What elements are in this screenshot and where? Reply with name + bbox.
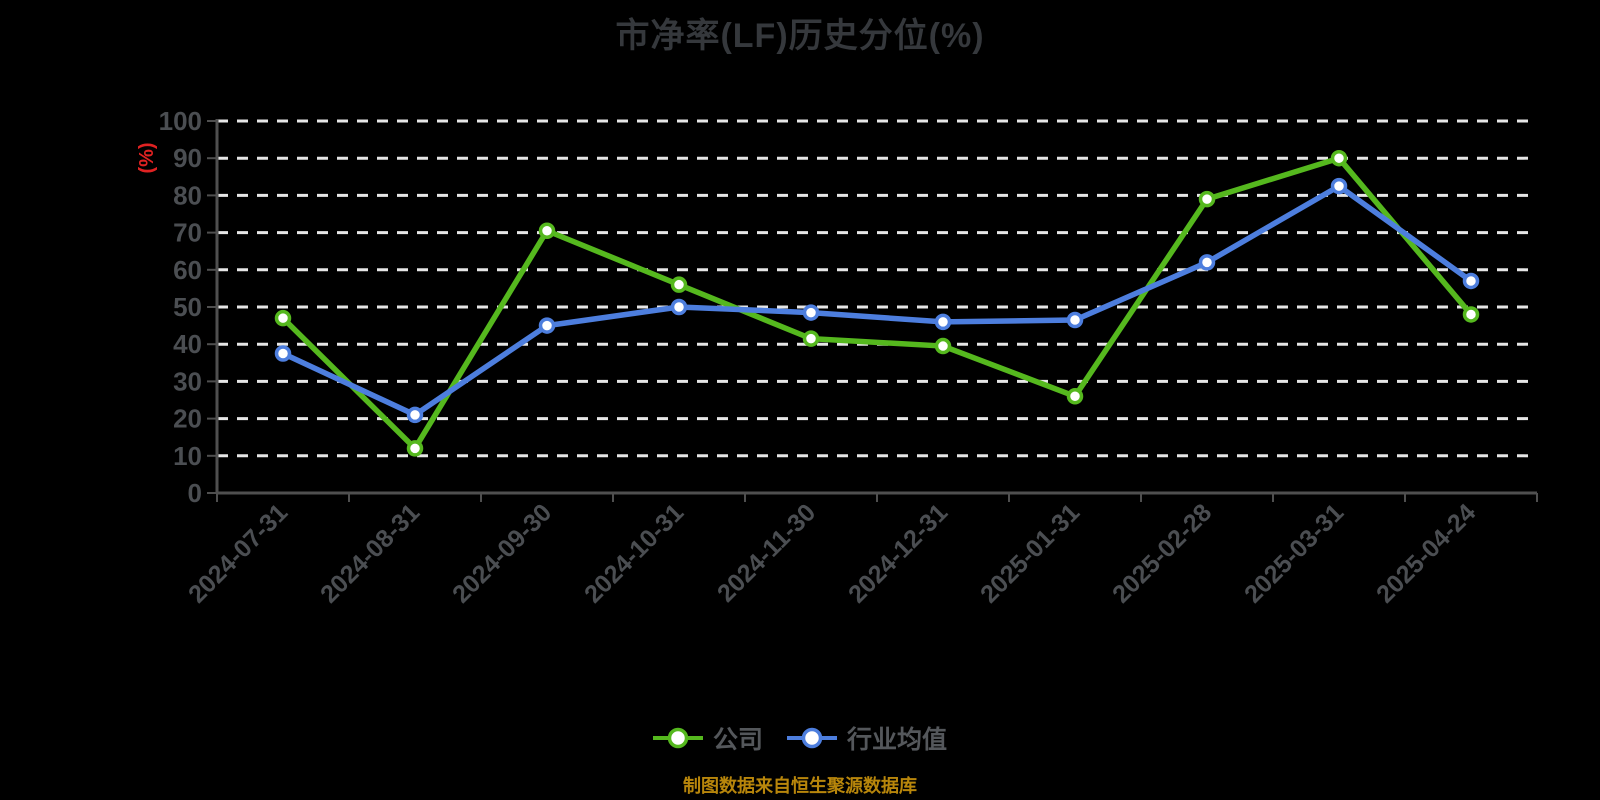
company-point-2024-11-30[interactable] [802,330,820,347]
company-point-2024-07-31[interactable] [274,309,292,327]
industry-average-line [280,183,1474,418]
x-tick-label: 2024-11-30 [712,498,821,607]
industry-series-marker-icon [787,727,837,749]
y-tick-label: 10 [173,441,202,471]
industry-point-2024-09-30[interactable] [538,317,556,334]
x-tick-label: 2025-04-24 [1371,498,1481,608]
x-tick-label: 2024-08-31 [315,498,425,608]
y-tick-label: 90 [173,143,202,173]
legend: 公司 行业均值 [0,716,1600,760]
source-caption: 制图数据来自恒生聚源数据库 [683,776,917,796]
x-tick-label: 2025-02-28 [1107,498,1217,608]
x-tick-label: 2024-09-30 [447,498,557,608]
industry-point-2024-11-30[interactable] [802,304,820,321]
legend-item-industry-average[interactable]: 行业均值 [787,720,947,756]
x-tick-label: 2024-12-31 [843,498,953,608]
company-point-2025-01-31[interactable] [1066,388,1084,405]
company-point-2025-03-31[interactable] [1330,149,1348,167]
y-tick-label: 60 [173,255,202,285]
industry-point-2024-10-31[interactable] [670,298,688,316]
industry-point-2024-08-31[interactable] [406,406,424,424]
y-tick-label: 20 [173,404,202,434]
industry-point-2024-07-31[interactable] [274,345,292,362]
industry-point-2024-12-31[interactable] [934,313,952,331]
company-point-2024-09-30[interactable] [538,222,556,239]
y-tick-label: 80 [173,180,202,210]
company-point-2024-10-31[interactable] [670,276,688,293]
industry-point-2025-04-24[interactable] [1462,272,1480,290]
x-tick-label: 2025-01-31 [975,498,1085,608]
industry-point-2025-01-31[interactable] [1066,311,1084,329]
industry-point-2025-02-28[interactable] [1198,254,1216,271]
x-tick-label: 2024-07-31 [183,498,293,608]
y-tick-label: 100 [159,106,202,136]
company-line [280,155,1474,452]
y-tick-label: 40 [173,329,202,359]
y-tick-label: 50 [173,292,202,322]
company-point-2025-02-28[interactable] [1198,190,1216,208]
y-tick-label: 30 [173,366,202,396]
legend-label-industry-average: 行业均值 [847,726,948,754]
company-point-2024-12-31[interactable] [934,337,952,355]
legend-label-company: 公司 [712,726,763,754]
company-point-2025-04-24[interactable] [1462,306,1480,323]
y-tick-label: 0 [188,478,202,508]
x-tick-label: 2024-10-31 [579,498,689,608]
x-tick-label: 2025-03-31 [1239,498,1349,608]
legend-item-company[interactable]: 公司 [652,720,763,756]
company-series-marker-icon [652,727,703,749]
y-tick-label: 70 [173,218,202,248]
y-axis-unit-label: (%) [136,142,158,173]
company-point-2024-08-31[interactable] [406,440,424,457]
industry-point-2025-03-31[interactable] [1330,177,1348,195]
chart-title: 市净率(LF)历史分位(%) [615,17,985,55]
